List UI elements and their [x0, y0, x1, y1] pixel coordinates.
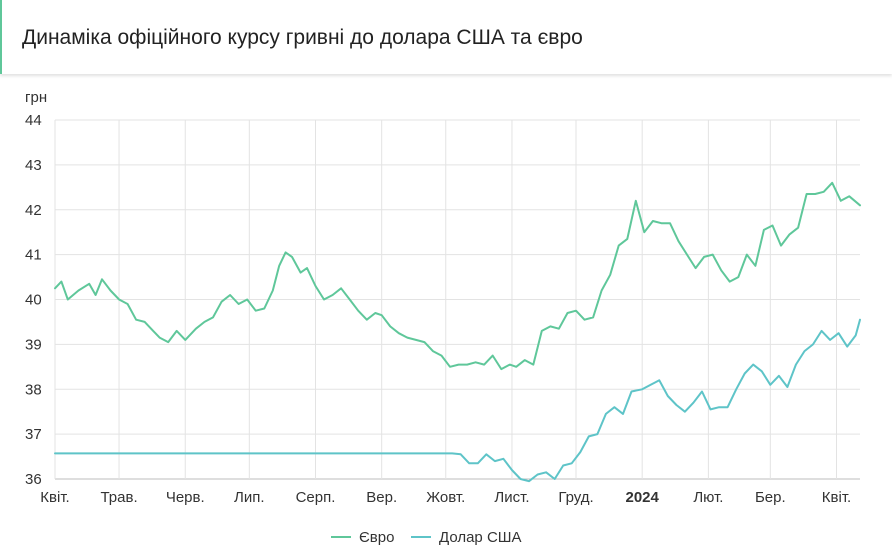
x-tick-label: Жовт. [426, 489, 465, 506]
x-tick-label: Груд. [558, 489, 593, 506]
y-axis-label: грн [25, 89, 47, 106]
legend-label: Євро [359, 529, 394, 546]
x-tick-label: Лют. [693, 489, 723, 506]
y-tick-label: 41 [25, 247, 42, 264]
x-tick-label: Серп. [296, 489, 336, 506]
x-tick-label: Лист. [494, 489, 529, 506]
y-tick-label: 43 [25, 157, 42, 174]
y-tick-label: 36 [25, 471, 42, 488]
y-tick-labels: 36 37 38 39 40 41 42 43 44 [25, 112, 42, 488]
series-line [54, 181, 861, 371]
y-tick-label: 37 [25, 426, 42, 443]
x-tick-label: 2024 [626, 489, 660, 506]
series-line [54, 318, 861, 483]
y-tick-label: 40 [25, 292, 42, 309]
x-tick-label: Квіт. [40, 489, 69, 506]
x-tick-label: Бер. [755, 489, 786, 506]
y-tick-label: 38 [25, 381, 42, 398]
legend: Євро Долар США [331, 529, 522, 546]
legend-label: Долар США [439, 529, 522, 546]
series-lines [54, 181, 861, 483]
chart-header: Динаміка офіційного курсу гривні до дола… [0, 0, 892, 74]
x-tick-labels: Квіт. Трав. Черв. Лип. Серп. Вер. Жовт. Лист. Гр… [40, 489, 851, 506]
y-tick-label: 42 [25, 202, 42, 219]
x-gridlines [54, 120, 838, 479]
y-tick-label: 39 [25, 336, 42, 353]
x-tick-label: Трав. [100, 489, 137, 506]
y-tick-label: 44 [25, 112, 42, 129]
x-tick-label: Квіт. [822, 489, 851, 506]
x-tick-label: Черв. [166, 489, 205, 506]
y-gridlines [55, 119, 860, 480]
chart-title: Динаміка офіційного курсу гривні до дола… [22, 26, 583, 49]
x-tick-label: Лип. [234, 489, 265, 506]
x-tick-label: Вер. [366, 489, 397, 506]
